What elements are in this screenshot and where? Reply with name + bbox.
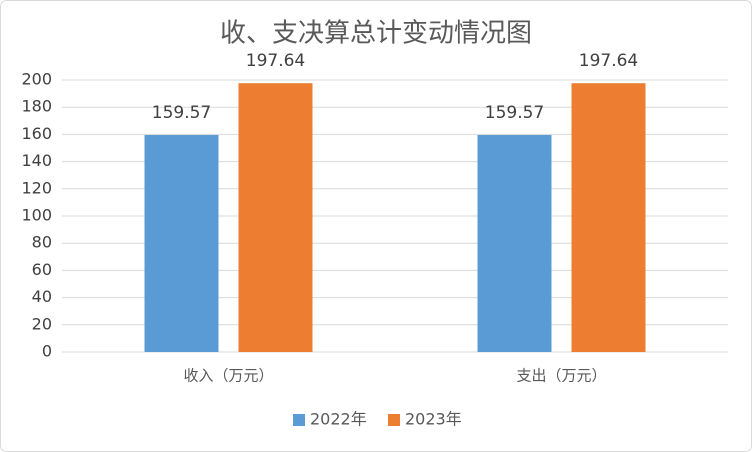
y-tick-label: 160 — [21, 124, 52, 143]
legend-swatch — [293, 414, 305, 426]
bar — [477, 134, 552, 352]
y-tick-label: 80 — [32, 233, 52, 252]
y-tick-label: 60 — [32, 260, 52, 279]
y-tick-label: 0 — [42, 342, 52, 361]
bar — [571, 83, 646, 353]
y-tick-label: 20 — [32, 314, 52, 333]
legend-swatch — [388, 414, 400, 426]
bar — [238, 83, 313, 353]
data-label: 197.64 — [579, 51, 638, 71]
y-tick-label: 180 — [21, 97, 52, 116]
y-tick-label: 200 — [21, 70, 52, 89]
legend-label: 2023年 — [405, 410, 462, 429]
x-tick-label: 支出（万元） — [516, 367, 606, 385]
chart-title: 收、支决算总计变动情况图 — [220, 19, 532, 49]
y-tick-label: 120 — [21, 178, 52, 197]
legend-label: 2022年 — [310, 410, 367, 429]
data-label: 159.57 — [152, 103, 211, 123]
y-tick-label: 40 — [32, 287, 52, 306]
x-tick-label: 收入（万元） — [183, 367, 273, 385]
y-tick-label: 100 — [21, 206, 52, 225]
data-label: 159.57 — [485, 103, 544, 123]
y-tick-label: 140 — [21, 151, 52, 170]
bar — [144, 134, 219, 352]
data-label: 197.64 — [246, 51, 305, 71]
